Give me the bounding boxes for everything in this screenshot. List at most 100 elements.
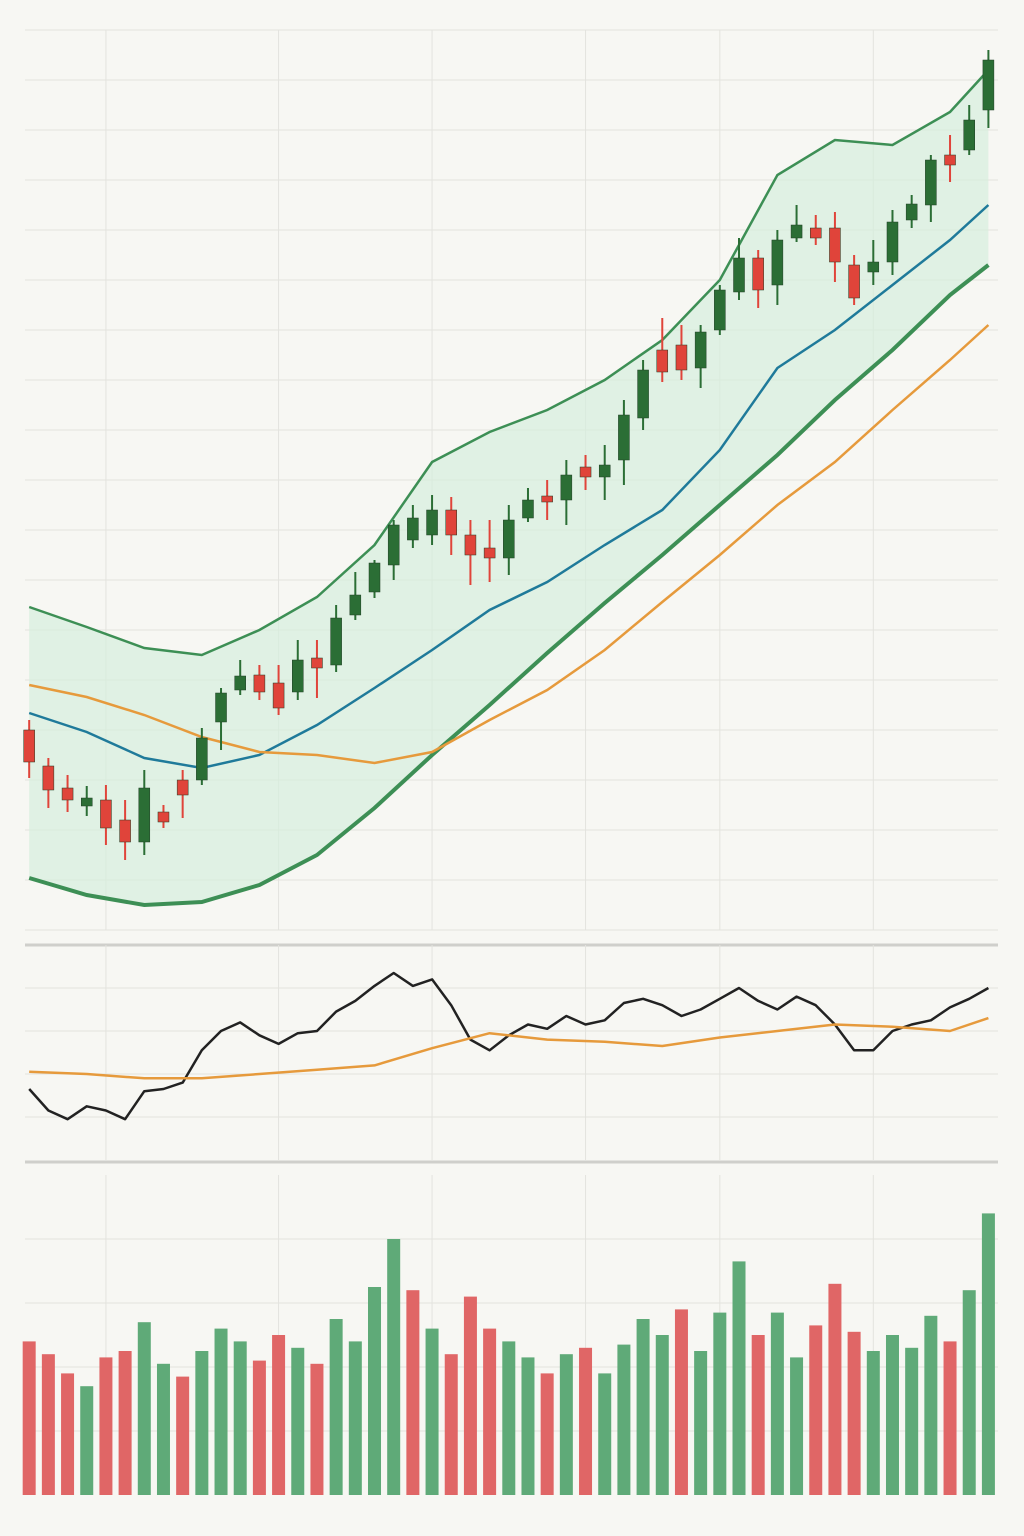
series-line [29, 1016, 989, 1080]
volume-bar [521, 1357, 535, 1495]
volume-bar [195, 1351, 209, 1495]
candle-body [867, 261, 880, 273]
candle-body [42, 765, 55, 791]
volume-bar [905, 1347, 919, 1495]
volume-bar [118, 1351, 132, 1495]
volume-bar [694, 1351, 708, 1495]
volume-bar [809, 1325, 823, 1495]
volume-bar [713, 1312, 727, 1495]
volume-bar [425, 1328, 439, 1495]
volume-bar [943, 1341, 957, 1495]
volume-bar [463, 1296, 477, 1495]
candle-body [733, 257, 745, 293]
candle-body [618, 414, 630, 461]
candle-body [752, 257, 764, 291]
candle-body [656, 349, 669, 373]
volume-bar [368, 1287, 382, 1495]
volume-bar [962, 1290, 976, 1495]
overlay-line [28, 204, 990, 770]
candle-body [176, 779, 189, 796]
volume-bar [885, 1335, 899, 1495]
volume-bar [291, 1347, 305, 1495]
candle-body [483, 547, 496, 559]
candle-body [848, 264, 860, 299]
volume-bar [924, 1315, 938, 1495]
volume-bar [540, 1373, 554, 1495]
volume-bar [348, 1341, 362, 1495]
volume-bar [22, 1341, 36, 1495]
candle-body [407, 517, 419, 541]
candle-body [349, 594, 362, 616]
overlay-line [28, 324, 990, 765]
candle-body [387, 524, 400, 566]
volume-bar [770, 1312, 784, 1495]
volume-bar [655, 1335, 669, 1495]
candle-body [215, 692, 227, 723]
volume-bar [828, 1283, 842, 1495]
candle-body [330, 617, 342, 666]
candle-body [119, 819, 131, 843]
volume-bar [406, 1290, 420, 1495]
volume-bar [99, 1357, 113, 1495]
candle-body [560, 474, 573, 501]
volume-bar [732, 1261, 746, 1495]
candle-body [541, 495, 553, 503]
candle-body [138, 787, 151, 843]
volume-bar [598, 1373, 612, 1495]
candle-body [886, 221, 899, 263]
candle-body [694, 331, 707, 369]
volume-bar [137, 1322, 151, 1495]
volume-bar [156, 1363, 170, 1495]
candle-body [23, 729, 35, 763]
volume-bar [214, 1328, 228, 1495]
candle-body [771, 239, 784, 286]
volume-bar [483, 1328, 497, 1495]
candle-body [80, 797, 93, 807]
candle-body [445, 509, 457, 536]
candle-body [905, 203, 918, 221]
volume-bar [790, 1357, 804, 1495]
volume-bar [272, 1335, 286, 1495]
candle-body [809, 227, 822, 239]
candle-body [714, 289, 726, 331]
volume-bar [176, 1376, 190, 1495]
candle-body [675, 344, 688, 371]
volume-bar [751, 1335, 765, 1495]
volume-bar [80, 1386, 94, 1495]
candle-body [637, 369, 649, 419]
volume-bar [252, 1360, 266, 1495]
candle-body [522, 499, 534, 519]
candle-body [579, 466, 592, 478]
band-fill [29, 70, 989, 905]
volume-bar [579, 1347, 593, 1495]
volume-bar [233, 1341, 247, 1495]
volume-bar [310, 1363, 324, 1495]
volume-bar [444, 1354, 458, 1495]
candle-body [982, 59, 995, 111]
candle-body [944, 154, 956, 166]
candle-body [426, 509, 438, 536]
candle-body [790, 224, 803, 239]
candle-body [368, 562, 381, 593]
candle-body [598, 464, 611, 478]
volume-bar [636, 1319, 650, 1495]
candle-body [925, 159, 937, 206]
candle-body [503, 519, 515, 559]
candle-body [292, 659, 304, 693]
candle-body [464, 534, 477, 556]
overlay-line [28, 69, 990, 657]
candle-body [234, 675, 246, 691]
candle-body [61, 787, 74, 801]
candle-body [253, 674, 266, 693]
candle-body [963, 119, 975, 151]
candle-body [100, 799, 112, 829]
volume-bar [617, 1344, 631, 1495]
candle-body [829, 227, 841, 263]
volume-bar [387, 1239, 401, 1495]
volume-bar [674, 1309, 688, 1495]
candle-body [272, 682, 285, 709]
overlay-line [28, 263, 990, 908]
volume-bar [866, 1351, 880, 1495]
